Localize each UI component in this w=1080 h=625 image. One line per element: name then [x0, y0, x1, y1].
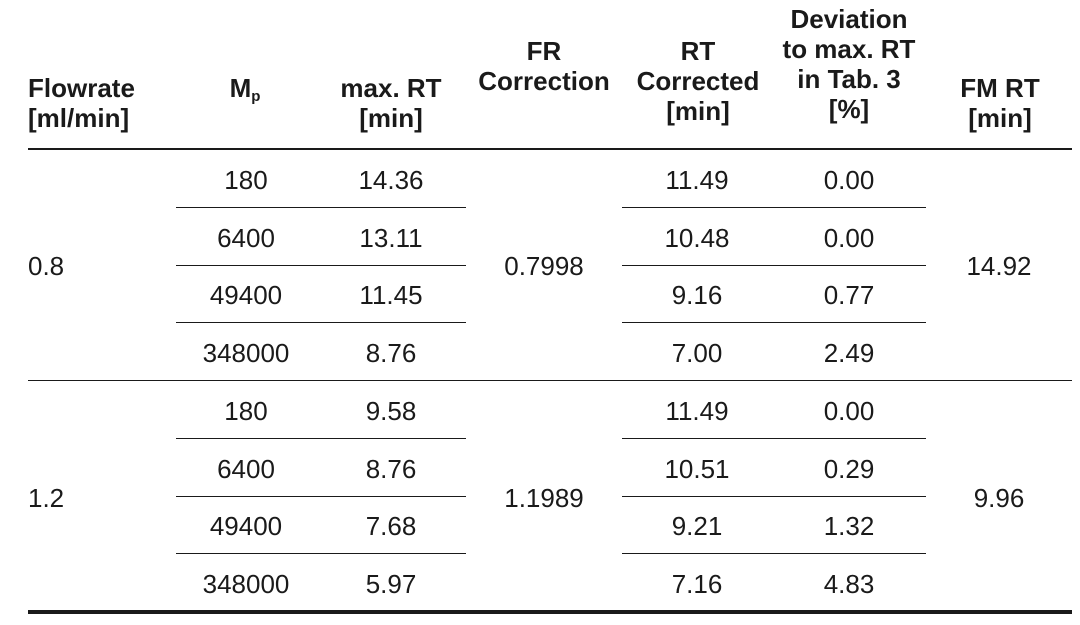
- group2-row1-deviation: 0.00: [823, 396, 875, 426]
- group2-row3-max-rt: 7.68: [365, 511, 417, 541]
- group2-rule-right-3: [622, 553, 926, 554]
- group2-row4-max-rt: 5.97: [365, 569, 417, 599]
- group2-row4-deviation: 4.83: [823, 569, 875, 599]
- header-deviation-line1: Deviation: [790, 4, 908, 34]
- header-deviation: Deviation to max. RT in Tab. 3 [%]: [766, 4, 932, 124]
- header-max-rt-line1: max. RT: [340, 73, 442, 103]
- header-rt-corrected-line2: Corrected: [636, 66, 760, 96]
- header-rt-corrected-line1: RT: [680, 36, 716, 66]
- group1-rule-left-1: [176, 207, 466, 208]
- header-deviation-line3: in Tab. 3: [797, 64, 901, 94]
- header-rt-corrected-line3: [min]: [666, 96, 730, 126]
- header-max-rt: max. RT [min]: [326, 73, 456, 133]
- header-deviation-line2: to max. RT: [782, 34, 916, 64]
- group2-row1-mp: 180: [224, 396, 268, 426]
- group2-row2-deviation: 0.29: [823, 454, 875, 484]
- group2-fm-rt: 9.96: [973, 483, 1025, 513]
- group2-fr-correction: 1.1989: [504, 483, 584, 513]
- header-rule: [28, 148, 1072, 150]
- header-mp: Mp: [195, 73, 295, 112]
- group2-row3-rt-corrected: 9.21: [671, 511, 723, 541]
- header-fr-correction-line1: FR: [526, 36, 562, 66]
- group1-row1-mp: 180: [224, 165, 268, 195]
- group1-row3-max-rt: 11.45: [359, 280, 423, 310]
- group2-flowrate: 1.2: [28, 483, 65, 513]
- group1-row1-rt-corrected: 11.49: [665, 165, 729, 195]
- group2-row4-mp: 348000: [202, 569, 290, 599]
- group2-rule-right-2: [622, 496, 926, 497]
- group1-row3-mp: 49400: [209, 280, 283, 310]
- group2-row2-rt-corrected: 10.51: [664, 454, 730, 484]
- header-flowrate-line2: [ml/min]: [28, 103, 130, 133]
- group1-row1-max-rt: 14.36: [358, 165, 424, 195]
- header-max-rt-line2: [min]: [359, 103, 423, 133]
- group1-row4-deviation: 2.49: [823, 338, 875, 368]
- group2-row3-mp: 49400: [209, 511, 283, 541]
- header-fr-correction: FR Correction: [464, 36, 624, 96]
- table-bottom-rule: [28, 610, 1072, 614]
- group1-row3-deviation: 0.77: [823, 280, 875, 310]
- group1-row4-mp: 348000: [202, 338, 290, 368]
- group1-row2-rt-corrected: 10.48: [664, 223, 730, 253]
- group1-row1-deviation: 0.00: [823, 165, 875, 195]
- group1-rule-right-2: [622, 265, 926, 266]
- header-flowrate-line1: Flowrate: [28, 73, 135, 103]
- group1-rule-left-3: [176, 322, 466, 323]
- header-rt-corrected: RT Corrected [min]: [620, 36, 776, 126]
- group2-rule-left-3: [176, 553, 466, 554]
- group2-rule-left-1: [176, 438, 466, 439]
- group1-row2-mp: 6400: [217, 223, 275, 253]
- header-deviation-line4: [%]: [828, 94, 870, 124]
- group1-rule-left-2: [176, 265, 466, 266]
- group2-row1-max-rt: 9.58: [365, 396, 417, 426]
- group1-row4-rt-corrected: 7.00: [671, 338, 723, 368]
- header-fm-rt-line2: [min]: [968, 103, 1032, 133]
- group1-fr-correction: 0.7998: [504, 251, 584, 281]
- group2-row3-deviation: 1.32: [823, 511, 875, 541]
- group1-row3-rt-corrected: 9.16: [671, 280, 723, 310]
- group1-rule-right-3: [622, 322, 926, 323]
- group2-row2-mp: 6400: [217, 454, 275, 484]
- group2-rule-left-2: [176, 496, 466, 497]
- header-mp-base: M: [229, 73, 252, 103]
- group2-row2-max-rt: 8.76: [365, 454, 417, 484]
- header-flowrate: Flowrate [ml/min]: [28, 73, 135, 133]
- header-fr-correction-line2: Correction: [478, 66, 610, 96]
- group1-fm-rt: 14.92: [966, 251, 1032, 281]
- header-mp-subscript: p: [251, 88, 261, 105]
- group1-rule-right-1: [622, 207, 926, 208]
- header-fm-rt-line1: FM RT: [960, 73, 1040, 103]
- group1-row2-max-rt: 13.11: [359, 223, 423, 253]
- group1-row2-deviation: 0.00: [823, 223, 875, 253]
- group2-row4-rt-corrected: 7.16: [671, 569, 723, 599]
- header-fm-rt: FM RT [min]: [930, 73, 1070, 133]
- group-separator-rule: [28, 380, 1072, 381]
- header-mp-label: Mp: [195, 73, 295, 112]
- group1-row4-max-rt: 8.76: [365, 338, 417, 368]
- group2-rule-right-1: [622, 438, 926, 439]
- group1-flowrate: 0.8: [28, 251, 65, 281]
- group2-row1-rt-corrected: 11.49: [665, 396, 729, 426]
